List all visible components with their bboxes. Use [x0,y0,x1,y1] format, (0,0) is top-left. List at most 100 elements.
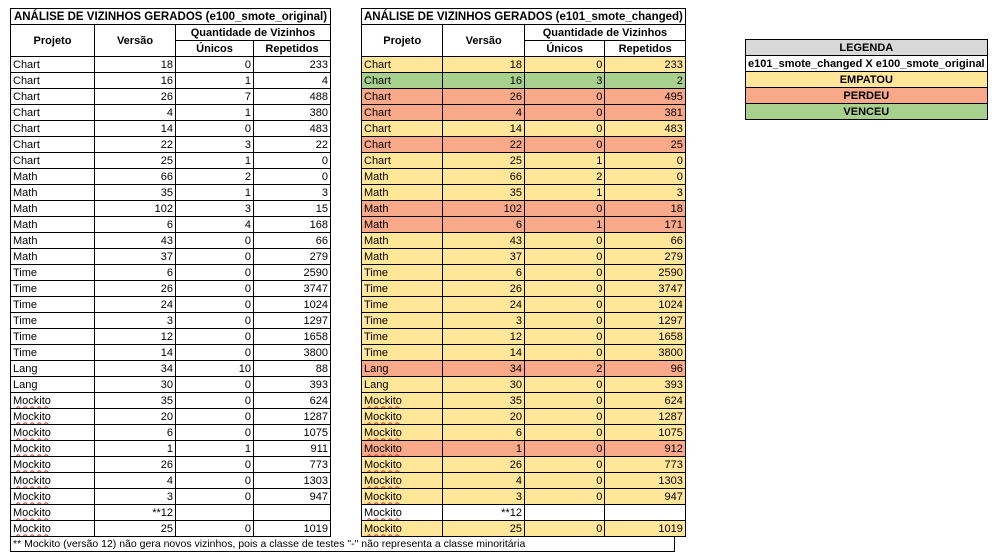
table-row: Math 66 2 0 [360,168,686,185]
table-row: Chart 14 0 483 [360,120,686,137]
cell-versao: **12 [94,504,176,521]
cell-versao: 26 [442,456,525,473]
cell-unicos: 0 [523,248,606,265]
legend-title: LEGENDA [745,39,988,56]
table-row: Mockito 25 0 1019 [10,520,331,537]
cell-unicos: 1 [523,216,606,233]
cell-repetidos: 3747 [604,280,686,297]
cell-versao: 30 [94,376,176,393]
table-row: Chart 18 0 233 [10,56,331,73]
cell-projeto: Mockito [360,456,444,473]
cell-versao: 35 [94,392,176,409]
cell-unicos: 3 [175,136,254,153]
cell-projeto: Chart [360,136,444,153]
cell-unicos: 0 [523,280,606,297]
cell-unicos: 0 [523,520,606,537]
table-row: Time 12 0 1658 [360,328,686,345]
cell-repetidos: 66 [604,232,686,249]
cell-unicos: 0 [175,424,254,441]
cell-projeto: Time [360,344,444,361]
cell-versao: 25 [94,152,176,169]
cell-projeto: Chart [360,120,444,137]
cell-unicos: 0 [523,328,606,345]
table-row: Mockito 4 0 1303 [360,472,686,489]
cell-versao: 66 [442,168,525,185]
table-row: Math 37 0 279 [10,248,331,265]
cell-unicos: 7 [175,88,254,105]
cell-repetidos: 911 [253,440,331,457]
col-versao: Versão [94,24,176,57]
cell-repetidos: 2 [604,72,686,89]
cell-versao: 6 [94,424,176,441]
cell-repetidos: 3 [253,184,331,201]
table-row: Mockito 26 0 773 [10,456,331,473]
cell-projeto: Mockito [10,408,95,425]
cell-versao: 4 [442,472,525,489]
table-row: Math 102 0 18 [360,200,686,217]
cell-unicos: 0 [175,56,254,73]
cell-projeto: Mockito [360,424,444,441]
cell-repetidos: 947 [253,488,331,505]
cell-repetidos: 168 [253,216,331,233]
cell-repetidos: 1303 [253,472,331,489]
cell-versao: 20 [94,408,176,425]
cell-unicos: 0 [523,104,606,121]
cell-projeto: Chart [360,152,444,169]
table-row: Time 6 0 2590 [10,264,331,281]
cell-versao: 24 [94,296,176,313]
cell-projeto: Math [360,184,444,201]
cell-unicos: 0 [175,264,254,281]
cell-versao: 102 [94,200,176,217]
cell-unicos: 2 [175,168,254,185]
cell-projeto: Lang [360,376,444,393]
cell-unicos: 1 [175,184,254,201]
table-row: Time 14 0 3800 [10,344,331,361]
cell-versao: 34 [94,360,176,377]
table-row: Mockito 25 0 1019 [360,520,686,537]
cell-repetidos: 279 [604,248,686,265]
cell-versao: 14 [94,120,176,137]
table-row: Mockito 6 0 1075 [10,424,331,441]
cell-unicos: 0 [523,296,606,313]
table-changed: ANÁLISE DE VIZINHOS GERADOS (e101_smote_… [360,8,686,537]
cell-unicos [523,504,606,521]
cell-projeto: Chart [10,120,95,137]
table-row: Mockito 3 0 947 [360,488,686,505]
table-row: Math 37 0 279 [360,248,686,265]
cell-repetidos: 1303 [604,472,686,489]
cell-projeto: Mockito [10,440,95,457]
cell-versao: 18 [94,56,176,73]
table-row: Chart 4 0 381 [360,104,686,121]
table-row: Chart 25 1 0 [10,152,331,169]
cell-unicos: 0 [175,248,254,265]
cell-versao: 4 [94,104,176,121]
cell-versao: 16 [442,72,525,89]
cell-unicos: 1 [175,152,254,169]
cell-versao: 37 [94,248,176,265]
table-original: ANÁLISE DE VIZINHOS GERADOS (e100_smote_… [10,8,331,537]
col-unicos: Únicos [523,40,606,57]
cell-unicos: 0 [175,312,254,329]
cell-versao: 6 [94,216,176,233]
table-row: Math 43 0 66 [360,232,686,249]
cell-versao: 14 [442,120,525,137]
table-row: Chart 25 1 0 [360,152,686,169]
table-changed-body: Chart 18 0 233 Chart 16 3 2 Chart 26 0 495 Chart 4 0 38… [360,56,686,537]
cell-unicos: 0 [175,232,254,249]
table-row: Mockito 26 0 773 [360,456,686,473]
table-row: Chart 26 7 488 [10,88,331,105]
cell-repetidos: 0 [604,152,686,169]
cell-unicos: 0 [523,424,606,441]
col-group: Quantidade de Vizinhos [523,24,686,41]
col-group: Quantidade de Vizinhos [175,24,331,41]
table-row: Chart 26 0 495 [360,88,686,105]
cell-unicos: 2 [523,360,606,377]
cell-versao: 6 [442,216,525,233]
cell-repetidos: 495 [604,88,686,105]
cell-projeto: Time [360,264,444,281]
cell-versao: 4 [94,472,176,489]
cell-unicos: 0 [523,264,606,281]
cell-repetidos: 483 [604,120,686,137]
cell-repetidos: 1297 [253,312,331,329]
cell-projeto: Mockito [360,392,444,409]
